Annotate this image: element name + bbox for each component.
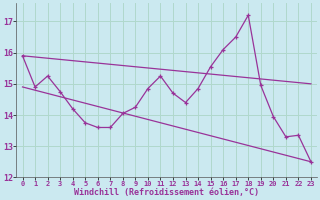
X-axis label: Windchill (Refroidissement éolien,°C): Windchill (Refroidissement éolien,°C) [74, 188, 259, 197]
